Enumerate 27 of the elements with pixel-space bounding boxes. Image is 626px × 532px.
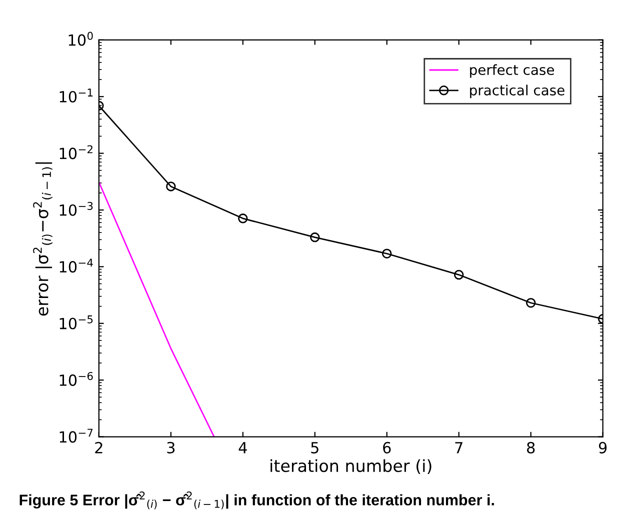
y-tick-label: 10$^{−3}$ bbox=[60, 202, 93, 216]
point bbox=[238, 214, 248, 224]
point bbox=[310, 232, 320, 242]
y-tick-label: 10$^{−1}$ bbox=[60, 88, 93, 103]
x-tick-label: 5 bbox=[311, 442, 318, 454]
legend-label: perfect case bbox=[470, 64, 554, 78]
y-axis-title: error |σ$^{2}$$_{(i)}$−σ$^{2}$$_{(i−1)}$| bbox=[33, 162, 52, 316]
y-tick-label: 10$^{−5}$ bbox=[60, 315, 93, 330]
y-tick-label: 10$^{−4}$ bbox=[60, 258, 93, 273]
text: Figure 5 Error |σ̂$^{2}$$_{(i)}$ − σ̂$^{2}$$_{(i−1)}$| in function of the iteration number i. bbox=[20, 491, 494, 510]
legend-label: practical case bbox=[470, 84, 564, 98]
point bbox=[382, 248, 392, 258]
point bbox=[166, 182, 176, 192]
x-tick-label: 3 bbox=[167, 442, 175, 454]
x-axis-title: iteration number (i) bbox=[270, 459, 432, 474]
x-tick-label: 9 bbox=[598, 442, 607, 454]
point bbox=[526, 298, 536, 308]
x-tick-label: 6 bbox=[383, 442, 391, 454]
y-tick-label: 10$^{−6}$ bbox=[60, 372, 93, 386]
point bbox=[454, 270, 464, 280]
x-tick-label: 8 bbox=[527, 442, 535, 454]
y-tick-label: 10$^{−2}$ bbox=[60, 145, 92, 160]
x-tick-label: 4 bbox=[238, 442, 247, 454]
y-tick-label: 10$^{0}$ bbox=[68, 32, 93, 46]
x-tick-label: 7 bbox=[455, 442, 462, 454]
x-tick-label: 2 bbox=[95, 442, 102, 454]
y-tick-label: 10$^{−7}$ bbox=[60, 428, 93, 443]
